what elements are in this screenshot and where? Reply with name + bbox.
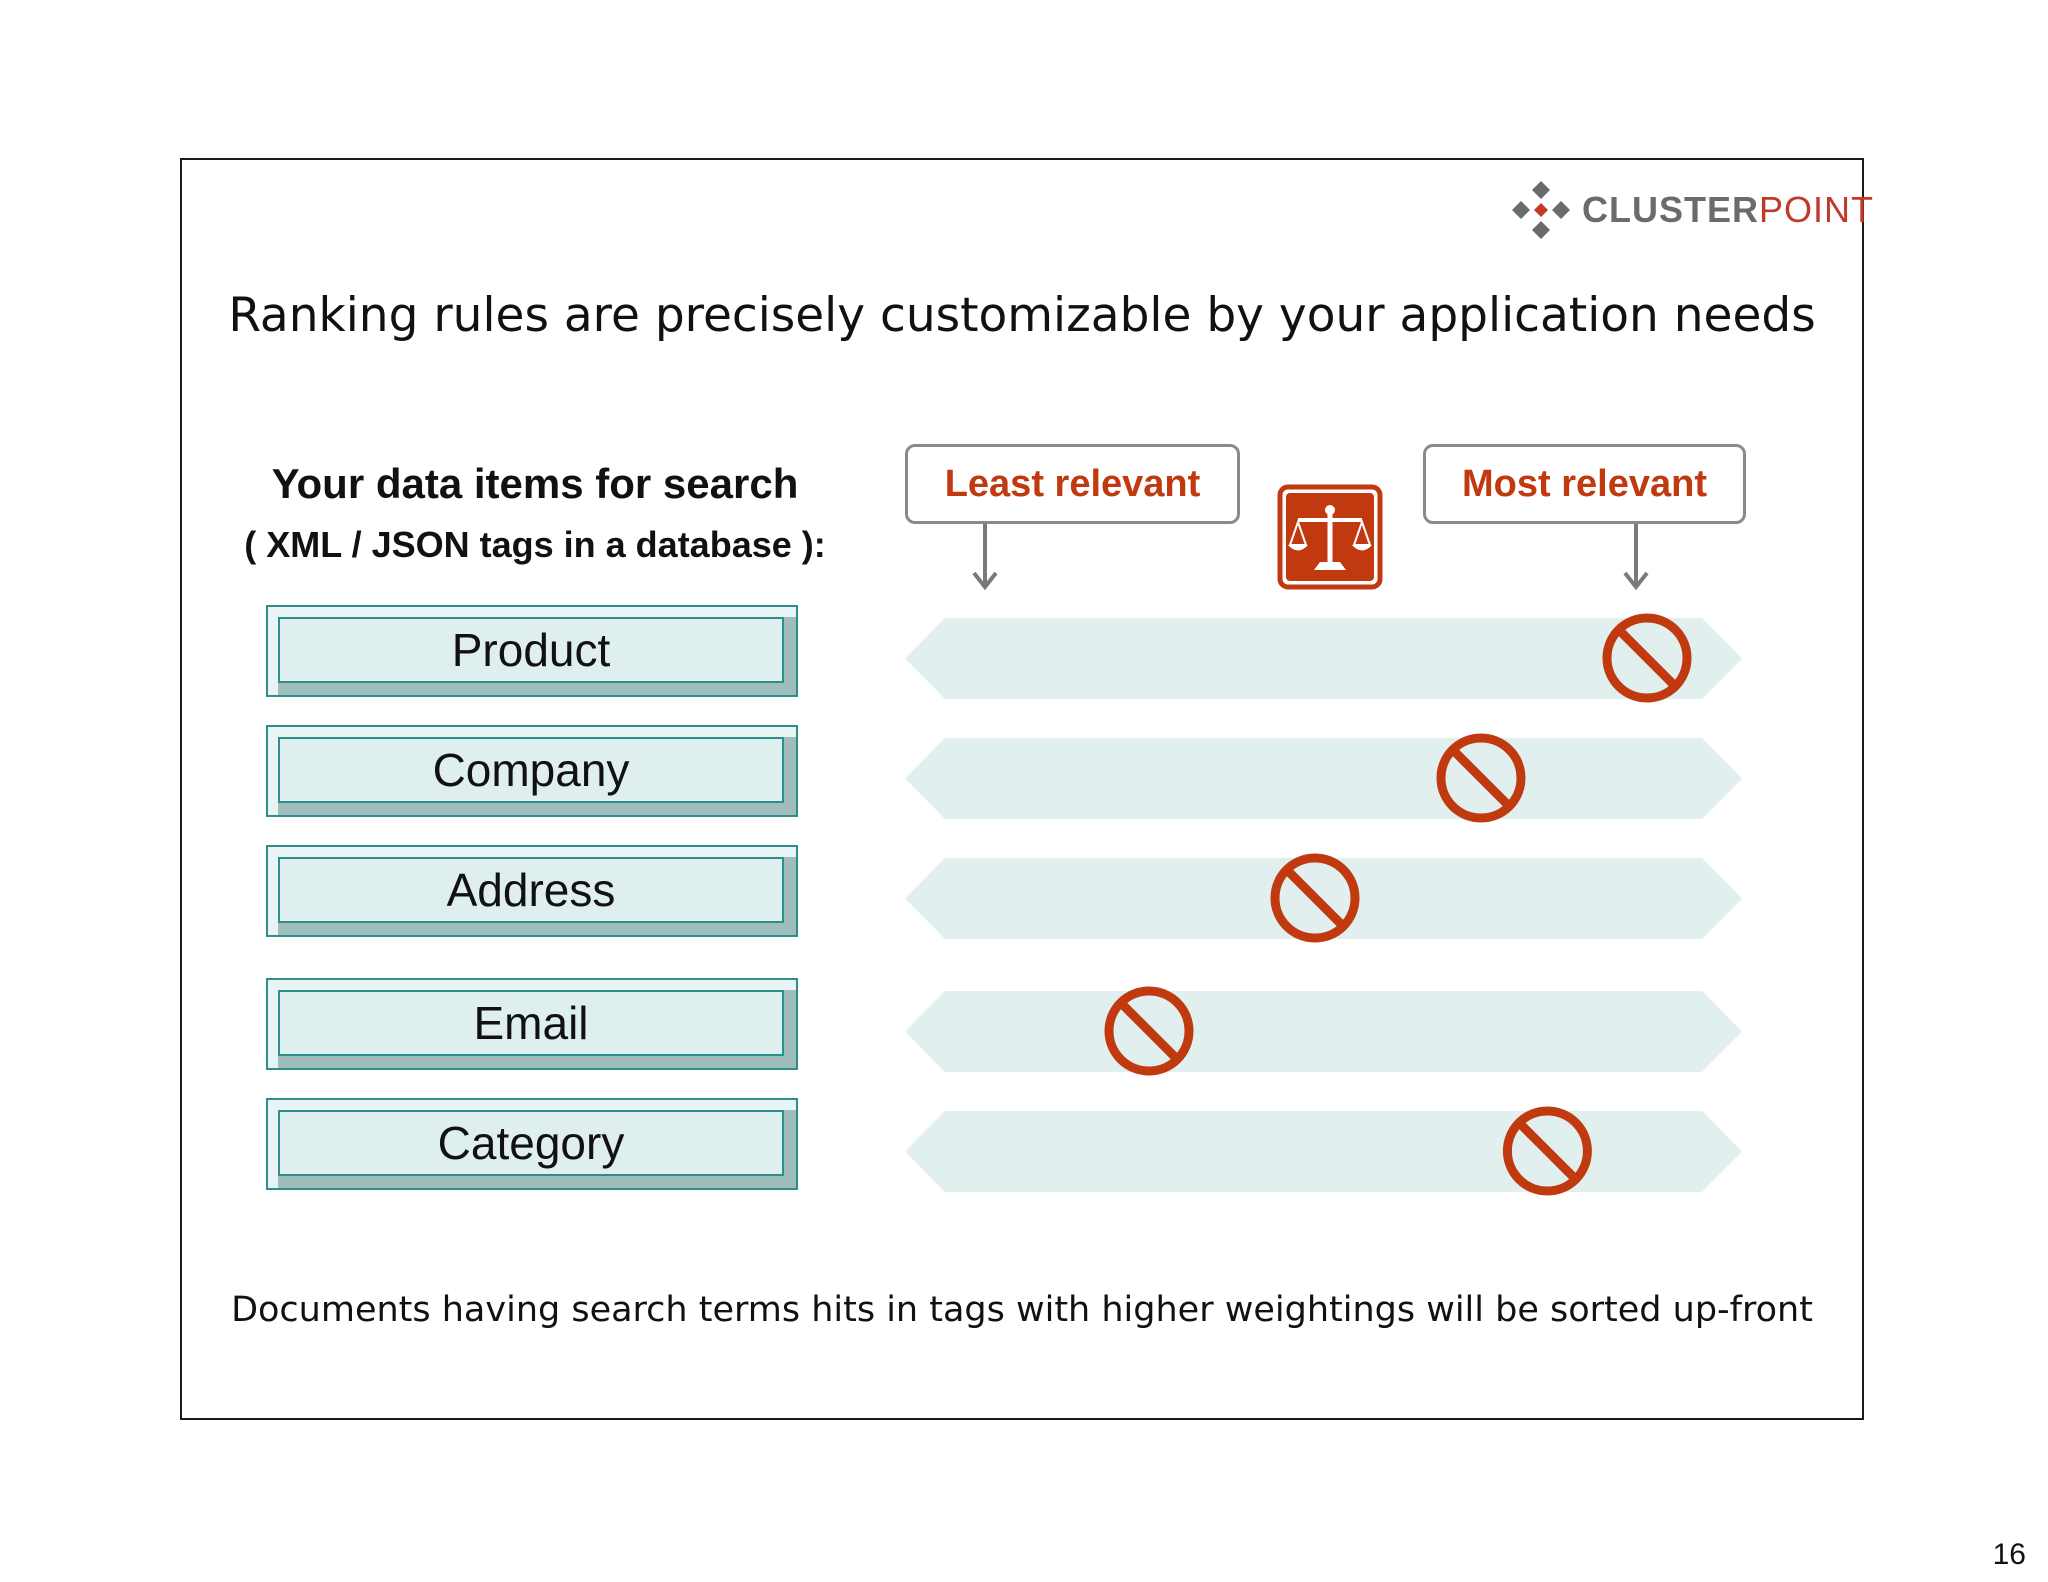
weight-marker-category[interactable] [1502, 1106, 1592, 1196]
relevance-track-company [905, 738, 1742, 819]
footer-note: Documents having search terms hits in ta… [231, 1290, 1813, 1330]
data-item-label: Email [278, 990, 784, 1056]
data-item-label: Product [278, 617, 784, 683]
data-items-subheading: ( XML / JSON tags in a database ): [244, 524, 826, 565]
data-items-heading: Your data items for search [271, 460, 799, 507]
data-item-product: Product [266, 605, 798, 697]
data-item-company: Company [266, 725, 798, 817]
slide-title: Ranking rules are precisely customizable… [228, 288, 1816, 343]
clusterpoint-logo-icon [1512, 181, 1570, 239]
data-item-category: Category [266, 1098, 798, 1190]
slide-frame [180, 158, 1864, 1420]
data-item-email: Email [266, 978, 798, 1070]
relevance-track-address [905, 858, 1742, 939]
least-relevant-callout: Least relevant [905, 444, 1240, 524]
clusterpoint-logo: CLUSTERPOINT [1510, 180, 1874, 240]
weight-marker-product[interactable] [1602, 613, 1692, 703]
brand-name-cluster: CLUSTER [1582, 189, 1759, 230]
most-relevant-arrow [1623, 524, 1649, 591]
brand-name-point: POINT [1759, 189, 1875, 230]
brand-name: CLUSTERPOINT [1582, 180, 1874, 240]
most-relevant-callout: Most relevant [1423, 444, 1746, 524]
data-item-label: Company [278, 737, 784, 803]
relevance-track-email [905, 991, 1742, 1072]
least-relevant-arrow [972, 524, 998, 591]
data-item-label: Category [278, 1110, 784, 1176]
data-item-label: Address [278, 857, 784, 923]
weight-marker-email[interactable] [1104, 986, 1194, 1076]
weight-marker-address[interactable] [1270, 853, 1360, 943]
page-number: 16 [1992, 1538, 2026, 1571]
relevance-track-product [905, 618, 1742, 699]
scales-icon [1277, 484, 1383, 590]
weight-marker-company[interactable] [1436, 733, 1526, 823]
data-item-address: Address [266, 845, 798, 937]
relevance-track-category [905, 1111, 1742, 1192]
